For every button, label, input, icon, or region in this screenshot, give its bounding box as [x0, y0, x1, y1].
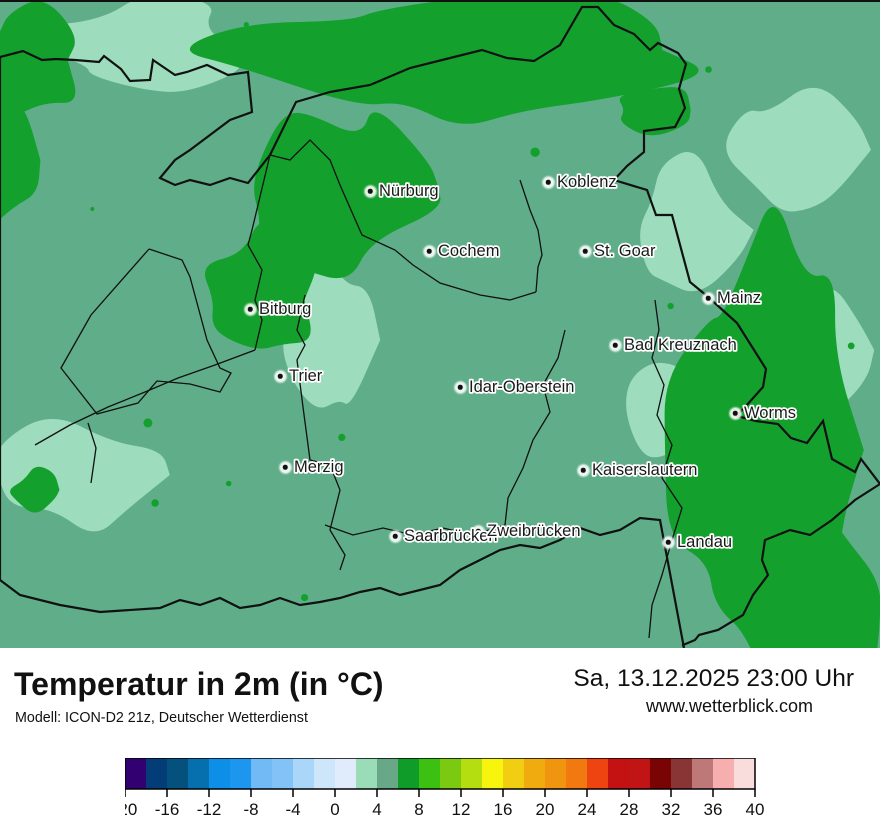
svg-text:Mainz: Mainz	[717, 289, 761, 307]
svg-text:4: 4	[372, 800, 381, 819]
svg-text:Nürburg: Nürburg	[379, 182, 439, 200]
svg-text:-12: -12	[197, 800, 222, 819]
svg-text:-4: -4	[285, 800, 300, 819]
svg-text:Bad Kreuznach: Bad Kreuznach	[624, 336, 737, 354]
svg-text:Bitburg: Bitburg	[259, 300, 311, 318]
svg-text:Kaiserslautern: Kaiserslautern	[592, 461, 697, 479]
svg-text:36: 36	[704, 800, 723, 819]
svg-text:Merzig: Merzig	[294, 458, 344, 476]
svg-text:Koblenz: Koblenz	[557, 173, 617, 191]
svg-text:20: 20	[536, 800, 555, 819]
svg-text:-16: -16	[155, 800, 180, 819]
svg-text:Zweibrücken: Zweibrücken	[487, 522, 581, 540]
svg-text:Landau: Landau	[677, 533, 732, 551]
svg-text:12: 12	[452, 800, 471, 819]
svg-text:Saarbrücken: Saarbrücken	[404, 527, 498, 545]
svg-text:-8: -8	[243, 800, 258, 819]
svg-text:24: 24	[578, 800, 597, 819]
svg-text:Worms: Worms	[744, 404, 796, 422]
svg-text:40: 40	[746, 800, 765, 819]
svg-text:-20: -20	[125, 800, 137, 819]
svg-text:Idar-Oberstein: Idar-Oberstein	[469, 378, 574, 396]
svg-text:28: 28	[620, 800, 639, 819]
svg-text:8: 8	[414, 800, 423, 819]
svg-text:0: 0	[330, 800, 339, 819]
svg-text:Trier: Trier	[289, 367, 323, 385]
svg-text:Cochem: Cochem	[438, 242, 499, 260]
svg-text:32: 32	[662, 800, 681, 819]
svg-text:16: 16	[494, 800, 513, 819]
svg-text:St. Goar: St. Goar	[594, 242, 656, 260]
